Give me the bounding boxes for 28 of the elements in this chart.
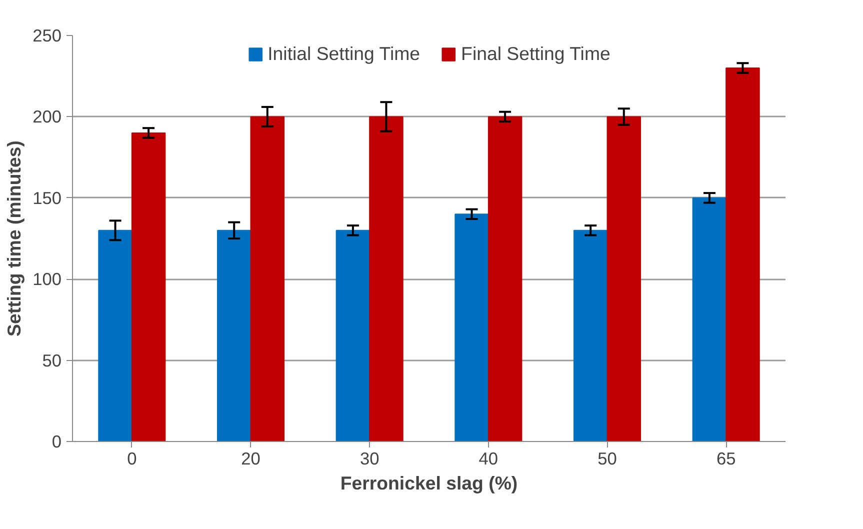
bar xyxy=(488,116,522,442)
legend-label: Initial Setting Time xyxy=(268,43,420,65)
bar xyxy=(726,67,760,442)
bar xyxy=(216,230,252,442)
bar xyxy=(692,197,727,442)
bar xyxy=(131,132,166,442)
y-tick-label: 50 xyxy=(42,350,62,370)
bar xyxy=(369,116,404,442)
x-tick-label: 65 xyxy=(716,448,736,468)
x-tick-label: 50 xyxy=(598,448,617,468)
bar xyxy=(573,230,608,442)
bar xyxy=(606,116,642,442)
legend-label: Final Setting Time xyxy=(461,43,610,65)
bar xyxy=(98,230,132,442)
bar xyxy=(454,214,489,442)
y-tick-label: 250 xyxy=(32,26,62,46)
x-tick-label: 30 xyxy=(360,448,380,468)
bar xyxy=(250,116,285,442)
x-tick-label: 20 xyxy=(241,448,260,468)
x-axis-title: Ferronickel slag (%) xyxy=(340,472,518,494)
x-tick-label: 40 xyxy=(478,448,498,468)
bar xyxy=(336,230,370,442)
y-tick-label: 200 xyxy=(32,106,62,127)
x-tick-label: 0 xyxy=(127,448,137,468)
y-tick-label: 100 xyxy=(32,269,62,290)
y-tick-label: 150 xyxy=(32,188,62,208)
y-axis-title: Setting time (minutes) xyxy=(4,140,25,336)
y-tick-label: 0 xyxy=(52,432,62,452)
